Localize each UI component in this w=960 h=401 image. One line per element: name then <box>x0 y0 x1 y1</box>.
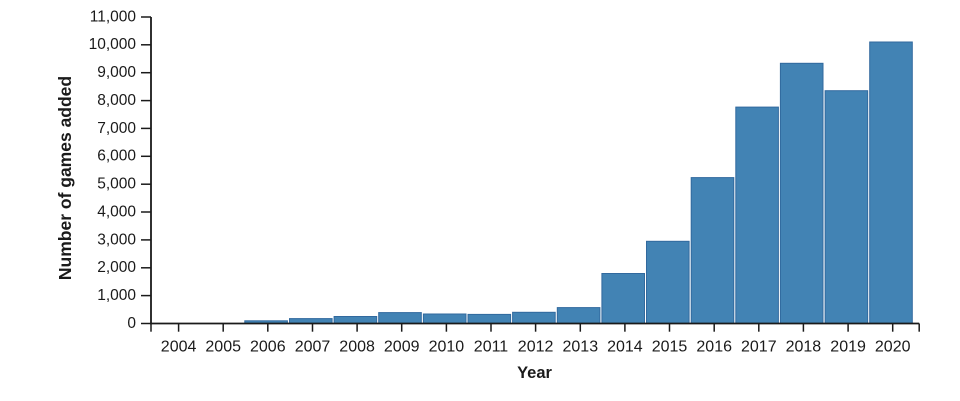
svg-text:11,000: 11,000 <box>90 8 137 25</box>
svg-text:2005: 2005 <box>205 339 241 356</box>
svg-text:2006: 2006 <box>250 339 286 356</box>
svg-text:2007: 2007 <box>295 339 331 356</box>
svg-text:0: 0 <box>127 315 136 332</box>
svg-text:9,000: 9,000 <box>97 64 136 81</box>
svg-text:6,000: 6,000 <box>97 148 136 165</box>
svg-text:2008: 2008 <box>339 339 375 356</box>
svg-text:2004: 2004 <box>161 339 197 356</box>
svg-text:2009: 2009 <box>384 339 420 356</box>
svg-text:2017: 2017 <box>741 339 777 356</box>
svg-text:4,000: 4,000 <box>97 203 136 220</box>
svg-text:2012: 2012 <box>518 339 554 356</box>
svg-text:3,000: 3,000 <box>97 231 136 248</box>
svg-text:10,000: 10,000 <box>89 36 137 53</box>
svg-text:2019: 2019 <box>830 339 866 356</box>
svg-text:2,000: 2,000 <box>97 259 136 276</box>
svg-text:7,000: 7,000 <box>97 120 136 137</box>
svg-text:2015: 2015 <box>652 339 688 356</box>
svg-text:2010: 2010 <box>429 339 465 356</box>
svg-text:Number of games added: Number of games added <box>55 76 75 280</box>
svg-text:2018: 2018 <box>786 339 822 356</box>
svg-text:5,000: 5,000 <box>97 176 136 193</box>
svg-text:2014: 2014 <box>607 339 643 356</box>
svg-text:8,000: 8,000 <box>97 92 136 109</box>
svg-text:Year: Year <box>517 364 552 382</box>
svg-text:2013: 2013 <box>563 339 599 356</box>
svg-text:1,000: 1,000 <box>97 287 136 304</box>
svg-text:2011: 2011 <box>474 339 509 356</box>
svg-text:2020: 2020 <box>875 339 911 356</box>
svg-text:2016: 2016 <box>696 339 732 356</box>
